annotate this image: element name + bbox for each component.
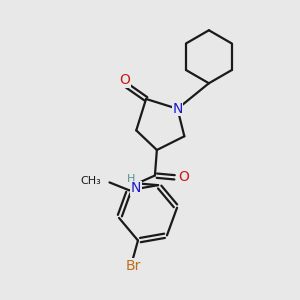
Text: Br: Br xyxy=(125,259,141,273)
Text: O: O xyxy=(119,73,130,87)
Text: N: N xyxy=(172,102,183,116)
Text: O: O xyxy=(178,170,189,184)
Text: N: N xyxy=(131,181,141,195)
Text: CH₃: CH₃ xyxy=(80,176,101,186)
Text: H: H xyxy=(127,174,136,184)
